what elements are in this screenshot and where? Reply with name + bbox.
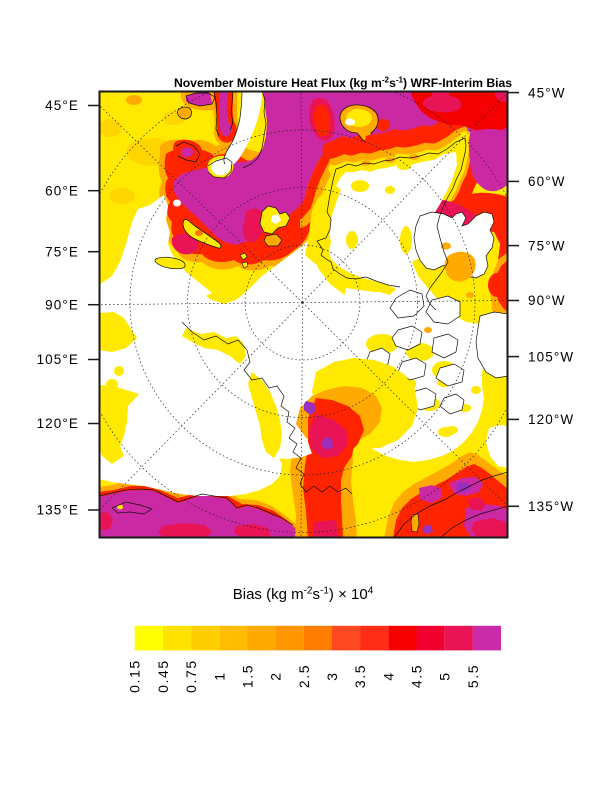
svg-text:3: 3: [324, 671, 340, 680]
svg-text:Bias (kg m-2s-1) × 104: Bias (kg m-2s-1) × 104: [233, 586, 374, 604]
svg-text:0.45: 0.45: [155, 659, 171, 693]
svg-text:4.5: 4.5: [409, 664, 425, 688]
svg-text:60°E: 60°E: [45, 183, 79, 198]
svg-text:120°E: 120°E: [37, 416, 79, 431]
svg-text:135°E: 135°E: [37, 503, 79, 518]
svg-text:5.5: 5.5: [465, 664, 481, 688]
svg-text:90°E: 90°E: [45, 297, 79, 312]
svg-text:1: 1: [211, 671, 227, 680]
svg-text:45°W: 45°W: [528, 85, 566, 100]
svg-text:1.5: 1.5: [239, 664, 255, 688]
svg-text:120°W: 120°W: [528, 412, 574, 427]
svg-text:5: 5: [437, 671, 453, 680]
svg-text:2.5: 2.5: [296, 664, 312, 688]
svg-text:60°W: 60°W: [528, 174, 566, 189]
svg-text:135°W: 135°W: [528, 499, 574, 514]
svg-text:0.75: 0.75: [183, 659, 199, 693]
svg-text:4: 4: [380, 671, 396, 680]
svg-text:105°W: 105°W: [528, 349, 574, 364]
svg-text:2: 2: [268, 671, 284, 680]
svg-text:75°E: 75°E: [45, 244, 79, 259]
svg-text:3.5: 3.5: [352, 664, 368, 688]
svg-text:November Moisture Heat Flux (k: November Moisture Heat Flux (kg m-2s-1) …: [174, 76, 512, 91]
svg-text:0.15: 0.15: [127, 659, 143, 693]
svg-text:105°E: 105°E: [37, 352, 79, 367]
svg-text:75°W: 75°W: [528, 238, 566, 253]
svg-text:90°W: 90°W: [528, 293, 566, 308]
svg-text:45°E: 45°E: [45, 98, 79, 113]
